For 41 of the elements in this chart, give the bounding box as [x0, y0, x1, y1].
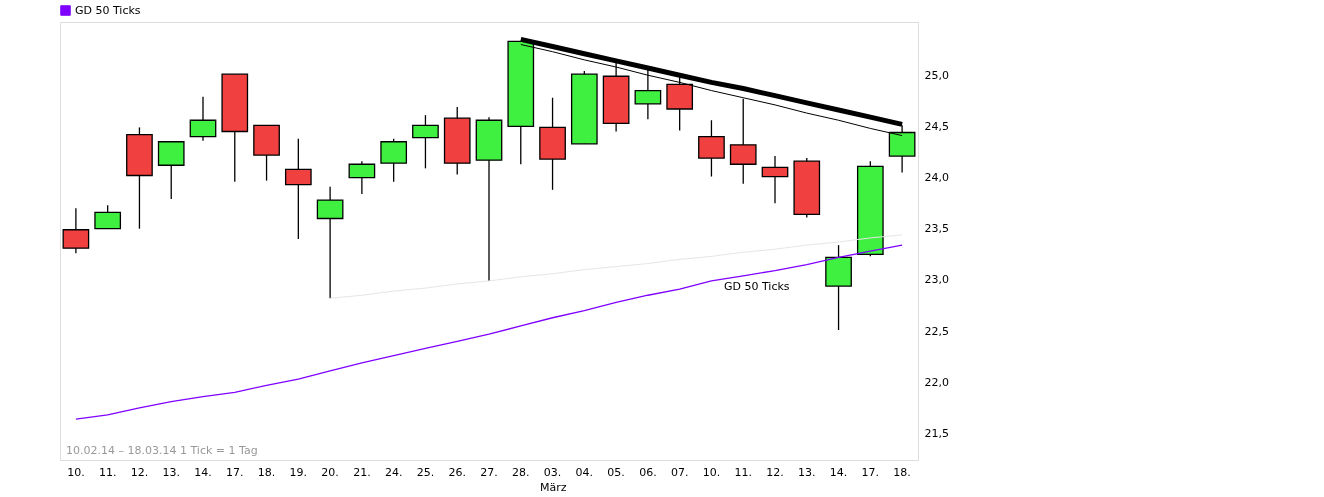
annotation: 10.02.14 – 18.03.14 1 Tick = 1 Tag	[66, 444, 258, 457]
legend-label: GD 50 Ticks	[75, 3, 141, 17]
line-series	[329, 234, 903, 299]
x-tick-label: 11.	[98, 465, 117, 479]
y-tick-label: 23,5	[924, 222, 949, 236]
x-tick-label: 10.	[702, 465, 721, 479]
x-tick-label: 14.	[829, 465, 848, 479]
y-tick-label: 25,0	[924, 68, 949, 82]
x-tick-label: 11.	[734, 465, 752, 479]
x-tick-label: 19.	[289, 465, 308, 479]
x-tick-label: 18.	[257, 465, 276, 479]
x-tick-label: 07.	[670, 465, 689, 479]
x-tick-label: 06.	[639, 465, 657, 479]
y-tick-label: 24,5	[924, 119, 949, 133]
x-tick-label: 14.	[194, 465, 212, 479]
x-tick-label: 17.	[226, 465, 244, 479]
x-tick-label: 12.	[766, 465, 784, 479]
y-tick-label: 22,5	[924, 324, 949, 338]
x-tick-label: 25.	[416, 465, 435, 479]
y-tick-label: 22,0	[924, 375, 949, 389]
x-tick-label: 12.	[130, 465, 149, 479]
x-tick-label: 28.	[512, 465, 530, 479]
text: März	[540, 481, 567, 494]
x-tick-label: 20.	[321, 465, 339, 479]
x-tick-label: 05.	[607, 465, 625, 479]
y-tick-label: 24,0	[924, 171, 949, 185]
x-tick-label: 21.	[353, 465, 371, 479]
x-tick-label: 13.	[798, 465, 816, 479]
x-tick-label: 26.	[448, 465, 466, 479]
annotation: GD 50 Ticks	[724, 280, 790, 293]
x-tick-label: 24.	[384, 465, 403, 479]
y-tick-label: 23,0	[924, 273, 949, 287]
x-tick-label: 10.	[67, 465, 85, 479]
x-tick-label: 17.	[861, 465, 880, 479]
x-tick-label: 03.	[543, 465, 562, 479]
y-tick-label: 21,5	[924, 426, 949, 440]
x-tick-label: 04.	[575, 465, 594, 479]
x-tick-label: 13.	[162, 465, 180, 479]
x-tick-label: 27.	[480, 465, 498, 479]
x-tick-label: 18.	[893, 465, 911, 479]
line-series	[75, 244, 903, 420]
